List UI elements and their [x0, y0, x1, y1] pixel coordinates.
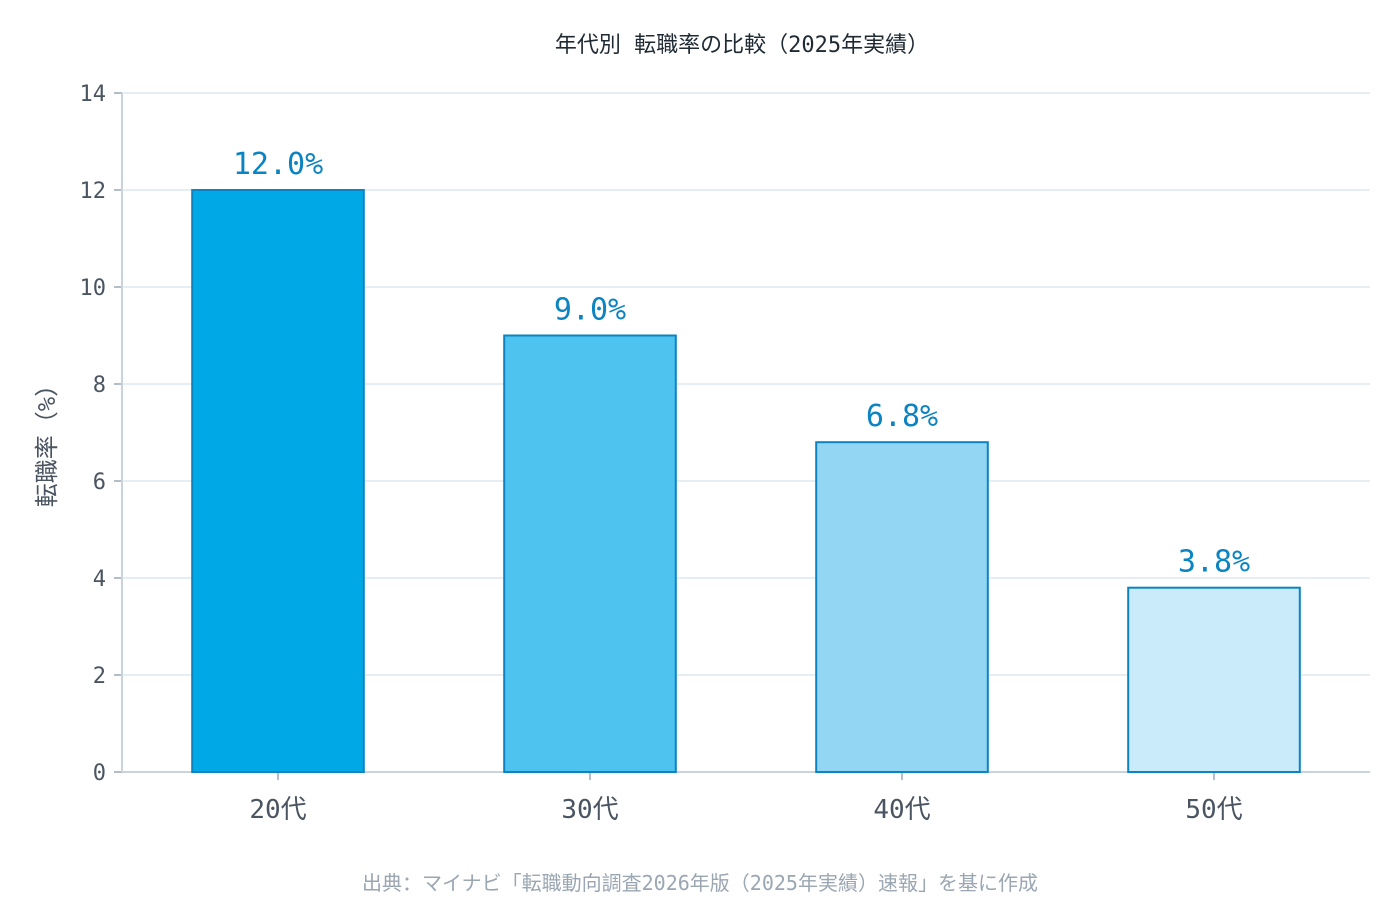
y-axis-label: 転職率（%） — [33, 373, 61, 507]
x-tick-label: 20代 — [249, 795, 306, 825]
data-label: 6.8% — [866, 399, 938, 434]
y-tick-label: 8 — [93, 373, 106, 398]
data-label: 3.8% — [1178, 545, 1250, 580]
bar-30代 — [503, 334, 677, 773]
x-tick-labels: 20代 30代 40代 50代 — [249, 795, 1242, 825]
data-label: 12.0% — [233, 147, 323, 182]
y-tick-label: 12 — [80, 179, 107, 204]
y-tick-label: 0 — [93, 761, 106, 786]
x-tick-label: 30代 — [561, 795, 618, 825]
y-tick-label: 6 — [93, 470, 106, 495]
y-tick-labels: 0 2 4 6 8 10 12 14 — [80, 82, 107, 786]
y-tick-label: 14 — [80, 82, 107, 107]
bar-50代 — [1127, 586, 1301, 774]
x-tick-label: 50代 — [1185, 795, 1242, 825]
y-tick-label: 2 — [93, 664, 106, 689]
data-label: 9.0% — [554, 293, 626, 328]
y-tick-label: 4 — [93, 567, 106, 592]
bars — [191, 189, 1301, 774]
data-labels: 12.0% 9.0% 6.8% 3.8% — [233, 147, 1250, 580]
y-tick-label: 10 — [80, 276, 107, 301]
x-tick-label: 40代 — [873, 795, 930, 825]
source-note: 出典：マイナビ「転職動向調査2026年版（2025年実績）速報」を基に作成 — [362, 871, 1038, 895]
bar-20代 — [191, 189, 365, 773]
chart-title: 年代別 転職率の比較（2025年実績） — [555, 33, 929, 58]
bar-40代 — [815, 441, 989, 773]
